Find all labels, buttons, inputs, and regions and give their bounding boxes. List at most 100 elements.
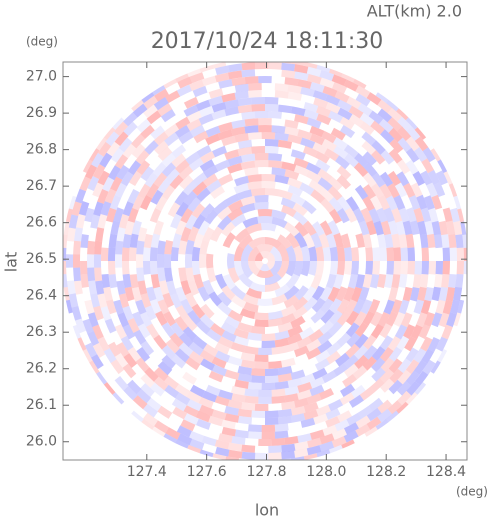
- echo-cell: [214, 72, 230, 83]
- echo-cell: [220, 321, 237, 335]
- echo-cell: [355, 85, 371, 99]
- echo-cell: [199, 64, 214, 73]
- echo-cell: [271, 167, 286, 177]
- echo-cell: [265, 417, 279, 425]
- echo-cell: [92, 164, 106, 180]
- echo-cell: [319, 187, 334, 202]
- echo-cell: [270, 246, 282, 261]
- echo-cell: [336, 208, 350, 224]
- echo-cell: [362, 151, 377, 166]
- echo-cell: [261, 340, 276, 348]
- echo-cell: [291, 106, 306, 117]
- echo-cell: [326, 350, 342, 365]
- echo-cell: [247, 181, 262, 190]
- echo-cell: [437, 159, 448, 173]
- echo-cell: [277, 373, 293, 383]
- echo-cell: [175, 305, 189, 321]
- echo-cell: [244, 167, 259, 177]
- echo-cell: [75, 188, 87, 204]
- echo-cell: [233, 183, 249, 194]
- echo-cell: [455, 274, 464, 288]
- echo-cell: [284, 285, 300, 300]
- echo-cell: [430, 360, 441, 374]
- echo-cell: [294, 232, 308, 248]
- echo-cell: [103, 286, 113, 302]
- echo-cell: [80, 234, 89, 248]
- echo-cell: [140, 311, 153, 327]
- echo-cell: [106, 141, 121, 157]
- echo-cell: [292, 202, 308, 216]
- echo-cell: [333, 232, 344, 248]
- echo-cell: [155, 196, 168, 212]
- echo-cell: [221, 285, 236, 301]
- echo-cell: [199, 239, 210, 255]
- echo-cell: [366, 220, 377, 236]
- echo-cell: [257, 208, 273, 217]
- echo-cell: [137, 227, 148, 242]
- echo-cell: [310, 232, 323, 249]
- echo-cell: [370, 183, 384, 199]
- echo-cell: [221, 419, 236, 430]
- echo-cell: [261, 131, 276, 140]
- echo-cell: [208, 88, 224, 99]
- echo-cell: [258, 125, 272, 133]
- echo-cell: [396, 401, 409, 414]
- echo-cell: [388, 358, 403, 374]
- echo-cell: [237, 189, 253, 200]
- echo-cell: [87, 312, 99, 328]
- echo-cell: [394, 182, 408, 198]
- echo-cell: [136, 347, 151, 362]
- echo-cell: [244, 76, 259, 85]
- echo-cell: [116, 342, 130, 358]
- echo-cell: [297, 389, 312, 400]
- echo-cell: [265, 97, 279, 105]
- echo-cell: [101, 274, 111, 288]
- echo-cell: [163, 254, 172, 268]
- echo-cell: [299, 326, 315, 340]
- echo-cell: [373, 220, 384, 236]
- echo-cell: [294, 221, 309, 237]
- echo-cell: [327, 220, 340, 236]
- echo-cell: [387, 183, 400, 199]
- echo-cell: [206, 329, 222, 343]
- echo-cell: [268, 452, 282, 460]
- echo-cell: [426, 182, 438, 198]
- echo-cell: [249, 281, 265, 292]
- echo-cell: [215, 446, 230, 457]
- echo-cell: [431, 220, 441, 236]
- echo-cell: [136, 160, 151, 175]
- echo-cell: [271, 125, 286, 134]
- echo-cell: [350, 286, 363, 303]
- echo-cell: [396, 108, 409, 121]
- echo-cell: [277, 244, 290, 261]
- echo-cell: [294, 345, 310, 358]
- echo-cell: [403, 324, 416, 340]
- echo-cell: [388, 346, 403, 362]
- echo-cell: [94, 267, 103, 282]
- echo-cell: [241, 359, 256, 369]
- echo-cell: [164, 123, 180, 138]
- echo-cell: [237, 373, 253, 383]
- echo-cell: [371, 150, 386, 165]
- echo-cell: [195, 99, 211, 112]
- echo-cell: [124, 220, 135, 236]
- echo-cell: [364, 426, 378, 437]
- echo-cell: [242, 293, 259, 306]
- echo-cell: [241, 111, 256, 120]
- echo-cell: [443, 171, 453, 185]
- echo-cell: [355, 93, 371, 107]
- echo-cell: [178, 332, 194, 348]
- echo-cell: [221, 426, 236, 437]
- echo-cell: [63, 221, 70, 235]
- echo-cell: [254, 354, 269, 362]
- echo-cell: [68, 214, 79, 229]
- echo-cell: [200, 203, 215, 219]
- echo-cell: [337, 310, 351, 326]
- echo-cell: [190, 384, 206, 398]
- echo-cell: [186, 118, 202, 132]
- echo-cell: [123, 385, 138, 401]
- echo-cell: [114, 121, 129, 136]
- echo-cell: [408, 195, 421, 210]
- echo-cell: [327, 321, 343, 337]
- echo-cell: [226, 253, 235, 269]
